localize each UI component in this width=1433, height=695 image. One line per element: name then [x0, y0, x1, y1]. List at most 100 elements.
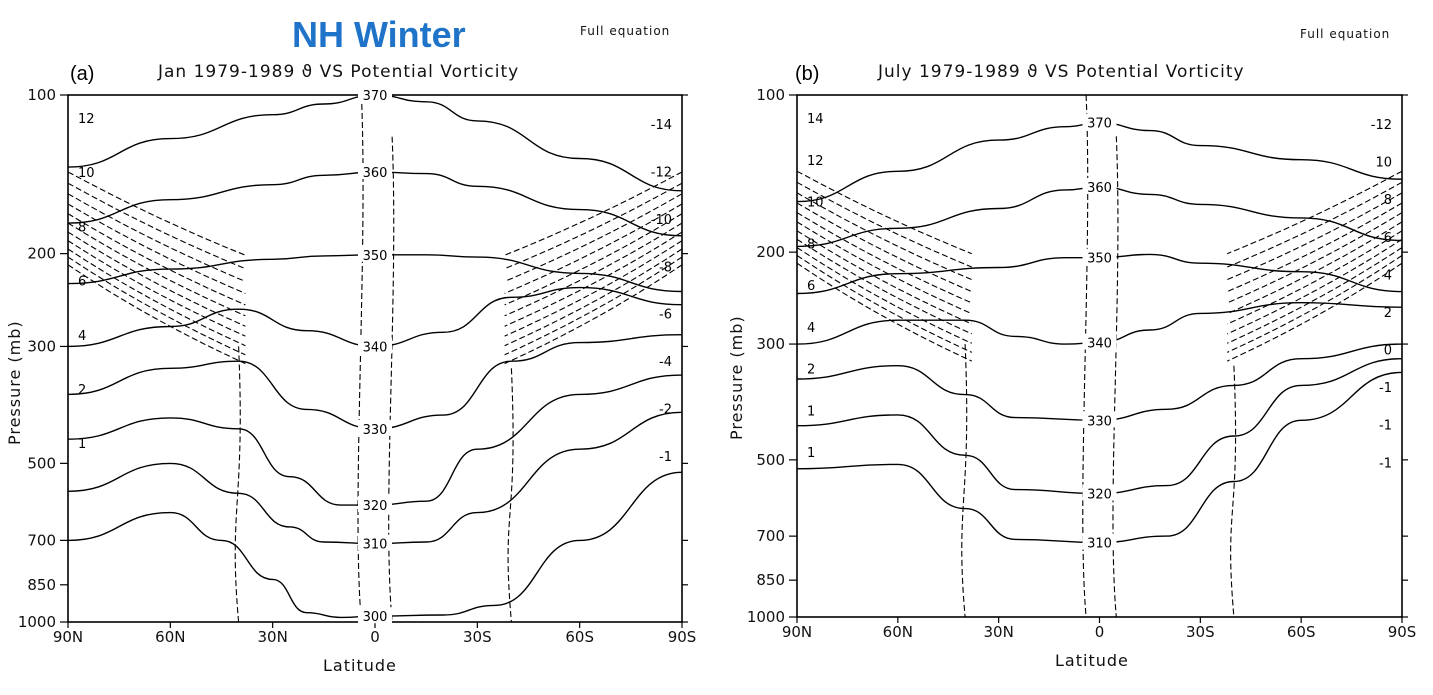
- panel-a-pv-label-right: -1: [659, 450, 672, 465]
- panel-b-ytick-label: 500: [756, 451, 785, 469]
- panel-b-pv-contour-sh: [1226, 247, 1402, 344]
- panel-b-theta-label: 340: [1087, 337, 1112, 352]
- panel-a-ytick-label: 500: [27, 454, 56, 472]
- panel-a-theta-label-bg: [358, 163, 392, 180]
- panel-b-pv-contour-eq: [1112, 136, 1119, 617]
- panel-a-pv-contour-sh: [504, 256, 682, 356]
- panel-b-note: Full equation: [1300, 27, 1390, 41]
- panel-b-pv-contour-nh: [797, 202, 973, 293]
- panel-a-pv-label-left: 8: [78, 220, 86, 235]
- panel-b-pv-contour-eq: [1230, 365, 1237, 617]
- panel-b-pv-label-left: 12: [807, 154, 824, 169]
- panel-b-xlabel: Latitude: [1055, 651, 1129, 670]
- panel-b-pv-label-right: -1: [1379, 419, 1392, 434]
- panel-a-theta-label: 370: [363, 89, 388, 104]
- panel-b-theta-label: 310: [1087, 537, 1112, 552]
- panel-a-pv-label-right: -8: [659, 260, 672, 275]
- panel-a-pv-contour-sh: [504, 248, 682, 347]
- panel-b-theta-contour-310: [797, 371, 1402, 544]
- panel-a-theta-label-bg: [358, 419, 392, 436]
- panel-a-theta-label: 330: [363, 423, 388, 438]
- panel-b-pv-contour-nh: [797, 221, 973, 315]
- panel-a-pv-contour-nh: [68, 171, 246, 256]
- panel-a-pv-contour-nh: [68, 256, 246, 356]
- panel-a-xtick-label: 30S: [463, 628, 492, 646]
- panel-b-theta-contour-330: [797, 343, 1402, 422]
- panel-b-pv-contour-nh: [797, 262, 973, 362]
- panel-a-theta-label-bg: [358, 86, 392, 102]
- panel-a-theta-label-bg: [358, 245, 392, 262]
- panel-b-title: July 1979-1989 ϑ VS Potential Vorticity: [877, 62, 1245, 82]
- panel-b-theta-label-bg: [1082, 533, 1117, 550]
- panel-b-xtick-label: 90N: [782, 623, 812, 641]
- panel-a-pv-contour-sh: [504, 240, 682, 337]
- panel-a-pv-label-right: -4: [659, 355, 672, 370]
- panel-a-pv-label-right: -14: [651, 118, 672, 133]
- panel-a: (a) Jan 1979-1989 ϑ VS Potential Vortici…: [5, 24, 696, 675]
- panel-b-xtick-label: 60N: [883, 623, 913, 641]
- panel-b-pv-contour-sh: [1226, 192, 1402, 281]
- panel-a-theta-contour-360: [68, 171, 682, 237]
- panel-a-ytick-label: 700: [27, 531, 56, 549]
- panel-b-pv-label-left: 1: [807, 446, 815, 461]
- panel-a-note: Full equation: [580, 24, 670, 38]
- panel-a-pv-label-left: 6: [78, 275, 86, 290]
- panel-b-theta-label-bg: [1082, 484, 1117, 501]
- panel-a-theta-label-bg: [358, 496, 392, 513]
- panel-b-theta-label: 330: [1087, 414, 1112, 429]
- panel-b-pv-label-left: 6: [807, 279, 815, 294]
- panel-b-theta-label-bg: [1082, 177, 1117, 194]
- panel-a-pv-contour-sh: [504, 171, 682, 256]
- panel-b-theta-label: 370: [1087, 117, 1112, 132]
- panel-b-pv-contour-sh: [1226, 212, 1402, 304]
- panel-a-pv-contour-nh: [68, 248, 246, 347]
- panel-b-label: (b): [795, 63, 819, 85]
- panel-a-theta-label: 320: [363, 499, 388, 514]
- panel-a-theta-label: 310: [363, 538, 388, 553]
- panel-a-theta-label: 350: [363, 249, 388, 264]
- panel-a-ytick-label: 850: [27, 576, 56, 594]
- panel-b-pv-label-right: -1: [1379, 456, 1392, 471]
- panel-a-pv-label-right: -2: [659, 403, 672, 418]
- panel-b-pv-label-left: 8: [807, 237, 815, 252]
- panel-b-xtick-label: 0: [1095, 623, 1105, 641]
- panel-b-pv-contour-nh: [797, 230, 973, 325]
- panel-b-pv-label-right: 0: [1384, 344, 1392, 359]
- panel-b-ytick-label: 200: [756, 243, 785, 261]
- panel-a-theta-contour-300: [68, 471, 682, 619]
- panel-b-pv-label-right: 4: [1384, 268, 1392, 283]
- panel-b-pv-label-right: 2: [1384, 306, 1392, 321]
- panel-b-pv-contour-nh: [797, 192, 973, 281]
- panel-a-pv-contour-eq: [357, 95, 364, 622]
- panel-b-pv-contour-sh: [1226, 255, 1402, 353]
- panel-a-pv-contour-nh: [68, 182, 246, 270]
- panel-b-theta-label: 360: [1087, 181, 1112, 196]
- panel-a-xtick-label: 30N: [258, 628, 288, 646]
- panel-a-pv-contour-sh: [504, 193, 682, 282]
- panel-b-theta-label-bg: [1082, 113, 1117, 130]
- panel-a-ylabel: Pressure (mb): [5, 320, 24, 445]
- panel-a-xlabel: Latitude: [323, 656, 397, 675]
- panel-a-xtick-label: 60N: [155, 628, 185, 646]
- panel-a-pv-label-left: 2: [78, 383, 86, 398]
- panel-a-xtick-label: 60S: [565, 628, 594, 646]
- panel-b: (b) July 1979-1989 ϑ VS Potential Vortic…: [727, 27, 1416, 670]
- panel-b-pv-contour-sh: [1226, 181, 1402, 268]
- panel-a-pv-label-right: -6: [659, 308, 672, 323]
- panel-b-pv-label-right: 8: [1384, 193, 1392, 208]
- panel-b-pv-contour-nh: [797, 247, 973, 344]
- panel-b-theta-label: 350: [1087, 252, 1112, 267]
- panel-a-pv-contour-sh: [504, 231, 682, 327]
- panel-b-pv-contour-sh: [1226, 170, 1402, 255]
- panel-a-pv-contour-sh: [504, 264, 682, 365]
- panel-a-pv-contour-nh: [68, 222, 246, 317]
- panel-a-theta-label: 360: [363, 166, 388, 181]
- panel-a-theta-contour-310: [68, 411, 682, 545]
- panel-a-pv-label-left: 4: [78, 329, 86, 344]
- panel-a-pv-contour-nh: [68, 231, 246, 327]
- panel-a-pv-contour-nh: [68, 203, 246, 294]
- panel-b-ytick-label: 700: [756, 527, 785, 545]
- panel-a-theta-contour-320: [68, 374, 682, 506]
- panel-a-pv-contour-eq: [388, 136, 395, 622]
